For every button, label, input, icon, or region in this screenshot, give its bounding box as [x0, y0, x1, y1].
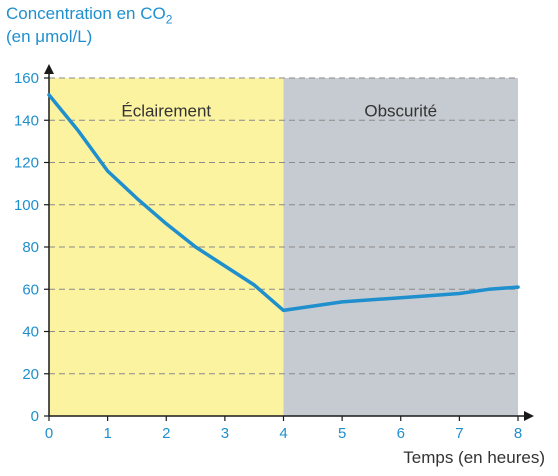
x-tick-label: 0 — [45, 425, 53, 442]
y-tick-label: 100 — [14, 197, 39, 214]
y-axis-arrow-icon — [44, 64, 54, 74]
y-tick-label: 40 — [22, 324, 39, 341]
region-label-dark: Obscurité — [364, 101, 437, 120]
y-axis-label-text: Concentration en CO — [6, 4, 166, 23]
x-tick-label: 3 — [221, 425, 229, 442]
y-axis-label: Concentration en CO2 — [6, 4, 172, 26]
y-tick-label: 120 — [14, 155, 39, 172]
x-tick-label: 2 — [162, 425, 170, 442]
y-tick-label: 80 — [22, 239, 39, 256]
x-tick-label: 5 — [338, 425, 346, 442]
y-axis-label-subscript: 2 — [165, 12, 173, 27]
x-tick-label: 8 — [514, 425, 522, 442]
x-tick-label: 1 — [103, 425, 111, 442]
y-axis-unit-label: (en μmol/L) — [6, 27, 93, 46]
series-line-co2-concentration — [47, 93, 520, 313]
x-tick-label: 7 — [455, 425, 463, 442]
y-tick-label: 160 — [14, 70, 39, 87]
y-tick-label: 0 — [31, 408, 39, 425]
x-axis-label: Temps (en heures) — [403, 448, 545, 467]
y-tick-label: 140 — [14, 112, 39, 129]
y-tick-label: 60 — [22, 281, 39, 298]
x-tick-label: 6 — [397, 425, 405, 442]
x-tick-label: 4 — [279, 425, 287, 442]
x-axis-arrow-icon — [524, 411, 534, 421]
region-label-light: Éclairement — [121, 101, 211, 120]
y-tick-label: 20 — [22, 366, 39, 383]
